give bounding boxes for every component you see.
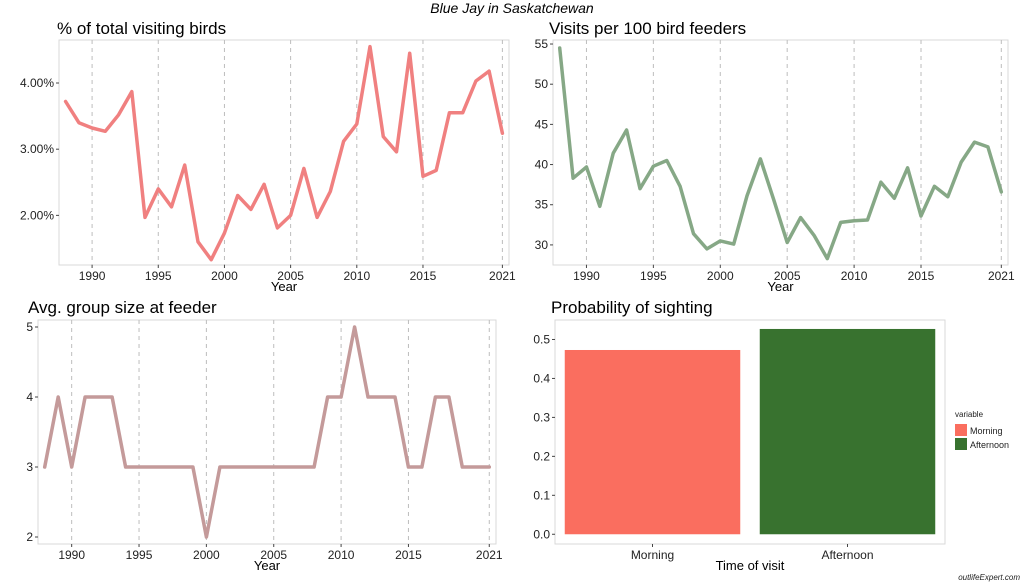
y-tick-label: 2 [26,530,33,544]
y-tick-label: 0.0 [533,527,550,541]
page-title: Blue Jay in Saskatchewan [430,0,594,16]
chart-title: Avg. group size at feeder [28,298,217,317]
y-tick-label: 4.00% [20,76,54,90]
chart-title: Probability of sighting [551,298,713,317]
x-axis-label: Year [767,279,794,294]
bar-afternoon [759,328,936,535]
chart-title: Visits per 100 bird feeders [549,19,746,38]
y-tick-label: 40 [535,158,549,172]
x-tick-label: 2021 [988,269,1015,283]
x-tick-label: 2000 [211,269,238,283]
y-tick-label: 50 [535,77,549,91]
legend-swatch-morning [955,424,967,436]
legend-label-morning: Morning [970,426,1003,436]
series-line [63,44,505,262]
x-tick-label: 2010 [841,269,868,283]
x-axis-label: Year [254,558,281,573]
plot-border [58,39,510,266]
legend-label-afternoon: Afternoon [970,440,1009,450]
series-line [557,46,1004,261]
y-tick-label: 4 [26,390,33,404]
x-axis-label: Year [271,279,298,294]
x-axis-label: Time of visit [716,558,785,573]
chart-title: % of total visiting birds [57,19,226,38]
x-tick-label: 2005 [774,269,801,283]
y-tick-label: 0.3 [533,410,550,424]
bar-morning [564,349,741,535]
legend-swatch-afternoon [955,438,967,450]
x-tick-label: 1990 [58,548,85,562]
x-tick-label: 2005 [277,269,304,283]
x-tick-label: 2021 [476,548,503,562]
x-tick-label: 2015 [908,269,935,283]
x-tick-label: 1995 [640,269,667,283]
legend-title: variable [955,410,984,419]
x-tick-label: 2005 [260,548,287,562]
series-line [42,325,492,539]
y-tick-label: 55 [535,37,549,51]
y-tick-label: 30 [535,238,549,252]
y-tick-label: 5 [26,320,33,334]
watermark: outlifeExpert.com [958,573,1020,582]
x-tick-label: 2015 [410,269,437,283]
y-tick-label: 2.00% [20,208,54,222]
plot-border [554,319,946,545]
y-tick-label: 35 [535,198,549,212]
x-tick-label: 2000 [707,269,734,283]
x-tick-label: 1995 [126,548,153,562]
plot-border [552,39,1009,266]
x-tick-label: Afternoon [821,548,873,562]
y-tick-label: 0.5 [533,332,550,346]
x-tick-label: 1990 [573,269,600,283]
x-tick-label: 2010 [343,269,370,283]
plot-border [37,319,497,545]
y-tick-label: 0.1 [533,488,550,502]
y-tick-label: 3.00% [20,142,54,156]
x-tick-label: 2015 [395,548,422,562]
x-tick-label: 1995 [145,269,172,283]
y-tick-label: 0.2 [533,449,550,463]
x-tick-label: 2000 [193,548,220,562]
x-tick-label: Morning [631,548,674,562]
y-tick-label: 0.4 [533,371,550,385]
y-tick-label: 3 [26,460,33,474]
x-tick-label: 1990 [79,269,106,283]
x-tick-label: 2010 [328,548,355,562]
x-tick-label: 2021 [489,269,516,283]
y-tick-label: 45 [535,117,549,131]
